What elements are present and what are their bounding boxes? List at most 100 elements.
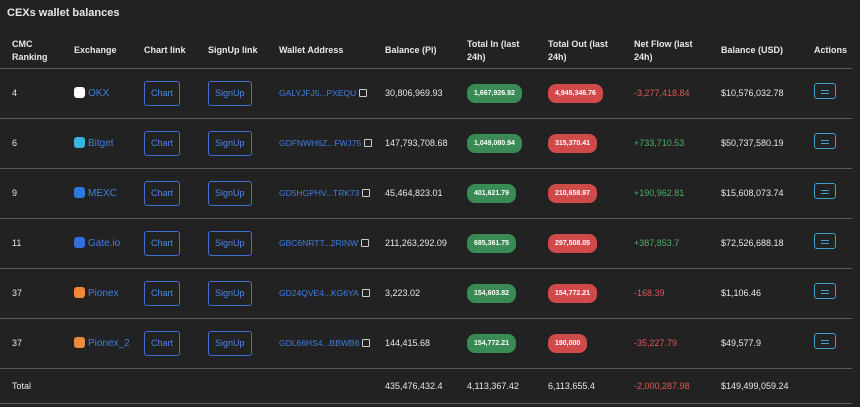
page-title: CEXs wallet balances (7, 7, 120, 19)
chart-cell: Chart (140, 168, 204, 219)
chart-button[interactable]: Chart (144, 281, 181, 306)
balance-usd: $15,608,073.74 (717, 168, 810, 219)
signup-button[interactable]: SignUp (208, 81, 252, 106)
total-in: 685,361.75 (467, 234, 517, 253)
balance-usd: $72,526,688.18 (717, 218, 810, 269)
net-flow: -168.39 (630, 268, 717, 319)
exchange-logo (74, 237, 85, 248)
column-header: SignUp link (208, 45, 258, 55)
total-out-cell: 315,370.41 (544, 118, 630, 169)
wallet-address[interactable]: GD5HGPHV...TRK73 (279, 188, 360, 198)
chart-cell: Chart (140, 68, 204, 119)
column-header: Chart link (144, 45, 186, 55)
wallet-address[interactable]: GBC6NRTT...2RINW (279, 238, 359, 248)
column-header: CMC Ranking (12, 38, 48, 62)
total-out: 4,945,346.76 (548, 84, 603, 103)
chart-cell: Chart (140, 268, 204, 319)
actions-button[interactable] (814, 183, 836, 199)
exchange-name[interactable]: OKX (88, 88, 110, 99)
total-balance-usd: $149,499,059.24 (717, 368, 810, 404)
actions-button[interactable] (814, 283, 836, 299)
total-in: 1,667,926.92 (467, 84, 522, 103)
table-row: 37 Pionex Chart SignUp GD24QVE4...KG6YA 3,223… (0, 268, 852, 319)
total-in-cell: 1,667,926.92 (463, 68, 544, 119)
copy-icon[interactable] (361, 239, 370, 247)
column-header: Actions (814, 45, 848, 55)
actions-button[interactable] (814, 83, 836, 99)
exchange-logo (74, 187, 85, 198)
total-balance-pi: 435,476,432.4 (381, 368, 463, 404)
table-row: 6 Bitget Chart SignUp GDFNWH6Z...FWJ75 147,79… (0, 118, 852, 169)
wallet-cell: GALYJFJ5...PXEQU (275, 68, 381, 119)
exchange-cell: Gate.io (70, 218, 140, 269)
signup-button[interactable]: SignUp (208, 331, 252, 356)
total-out: 6,113,655.4 (544, 368, 630, 404)
wallet-cell: GBC6NRTT...2RINW (275, 218, 381, 269)
exchange-logo (74, 337, 85, 348)
exchange-cell: Pionex (70, 268, 140, 319)
total-in-cell: 685,361.75 (463, 218, 544, 269)
header-row: CMC Ranking Exchange Chart link SignUp link… (0, 33, 852, 69)
balance-pi: 30,806,969.93 (381, 68, 463, 119)
balances-table: CMC Ranking Exchange Chart link SignUp link… (0, 33, 852, 404)
net-flow: -3,277,418.84 (630, 68, 717, 119)
exchange-name[interactable]: Pionex_2 (88, 338, 130, 349)
chart-button[interactable]: Chart (144, 331, 181, 356)
signup-button[interactable]: SignUp (208, 131, 252, 156)
signup-button[interactable]: SignUp (208, 281, 252, 306)
chart-button[interactable]: Chart (144, 181, 181, 206)
balance-usd: $49,577.9 (717, 318, 810, 369)
copy-icon[interactable] (362, 339, 371, 347)
signup-button[interactable]: SignUp (208, 181, 252, 206)
copy-icon[interactable] (359, 89, 368, 97)
chart-button[interactable]: Chart (144, 131, 181, 156)
actions-button[interactable] (814, 233, 836, 249)
exchange-name[interactable]: Gate.io (88, 238, 121, 249)
total-out: 297,508.05 (548, 234, 598, 253)
chart-button[interactable]: Chart (144, 81, 181, 106)
wallet-address[interactable]: GD24QVE4...KG6YA (279, 288, 359, 298)
copy-icon[interactable] (364, 139, 373, 147)
table-row: 9 MEXC Chart SignUp GD5HGPHV...TRK73 45,464,8… (0, 168, 852, 219)
total-in-cell: 401,621.79 (463, 168, 544, 219)
cmc-ranking: 4 (0, 68, 70, 119)
exchange-name[interactable]: Bitget (88, 138, 114, 149)
exchange-name[interactable]: MEXC (88, 188, 117, 199)
column-header: Total In (last 24h) (467, 38, 520, 62)
cmc-ranking: 37 (0, 268, 70, 319)
total-out: 210,658.97 (548, 184, 598, 203)
actions-cell (810, 218, 852, 269)
wallet-address[interactable]: GDL66HS4...BBWB6 (279, 338, 360, 348)
actions-button[interactable] (814, 133, 836, 149)
chart-cell: Chart (140, 118, 204, 169)
table-row: 4 OKX Chart SignUp GALYJFJ5...PXEQU 30,806,96… (0, 68, 852, 119)
balance-pi: 147,793,708.68 (381, 118, 463, 169)
chart-cell: Chart (140, 318, 204, 369)
total-net-flow: -2,000,287.98 (630, 368, 717, 404)
exchange-cell: OKX (70, 68, 140, 119)
total-out-cell: 190,000 (544, 318, 630, 369)
exchange-name[interactable]: Pionex (88, 288, 119, 299)
actions-button[interactable] (814, 333, 836, 349)
total-in: 401,621.79 (467, 184, 517, 203)
net-flow: -35,227.79 (630, 318, 717, 369)
total-label: Total (0, 368, 381, 404)
cmc-ranking: 9 (0, 168, 70, 219)
copy-icon[interactable] (362, 189, 371, 197)
column-header: Total Out (last 24h) (548, 38, 608, 62)
signup-cell: SignUp (204, 68, 275, 119)
signup-cell: SignUp (204, 118, 275, 169)
total-in-cell: 154,772.21 (463, 318, 544, 369)
balance-usd: $10,576,032.78 (717, 68, 810, 119)
wallet-address[interactable]: GDFNWH6Z...FWJ75 (279, 138, 362, 148)
column-header: Net Flow (last 24h) (634, 38, 693, 62)
exchange-cell: MEXC (70, 168, 140, 219)
cmc-ranking: 11 (0, 218, 70, 269)
wallet-address[interactable]: GALYJFJ5...PXEQU (279, 88, 357, 98)
exchange-cell: Pionex_2 (70, 318, 140, 369)
chart-button[interactable]: Chart (144, 231, 181, 256)
wallet-cell: GD24QVE4...KG6YA (275, 268, 381, 319)
signup-button[interactable]: SignUp (208, 231, 252, 256)
net-flow: +733,710.53 (630, 118, 717, 169)
copy-icon[interactable] (361, 289, 370, 297)
